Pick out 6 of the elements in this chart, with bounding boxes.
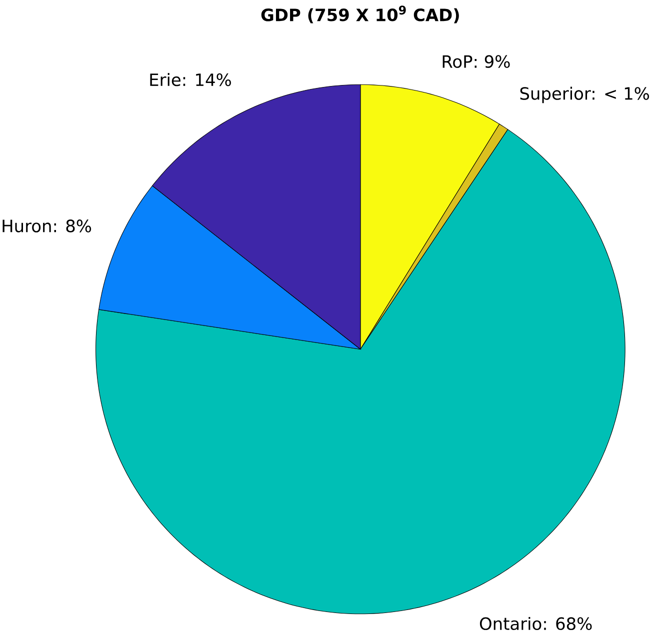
chart-title: GDP (759 X 10$^{9}$ CAD) bbox=[261, 6, 459, 24]
slice-label: Ontario: 68% bbox=[480, 616, 592, 630]
slice-label: RoP: 9% bbox=[442, 55, 510, 68]
slice-label: Huron: 8% bbox=[2, 219, 92, 232]
slice-label: Superior: < 1% bbox=[520, 86, 650, 104]
slice-label: Erie: 14% bbox=[150, 72, 231, 86]
